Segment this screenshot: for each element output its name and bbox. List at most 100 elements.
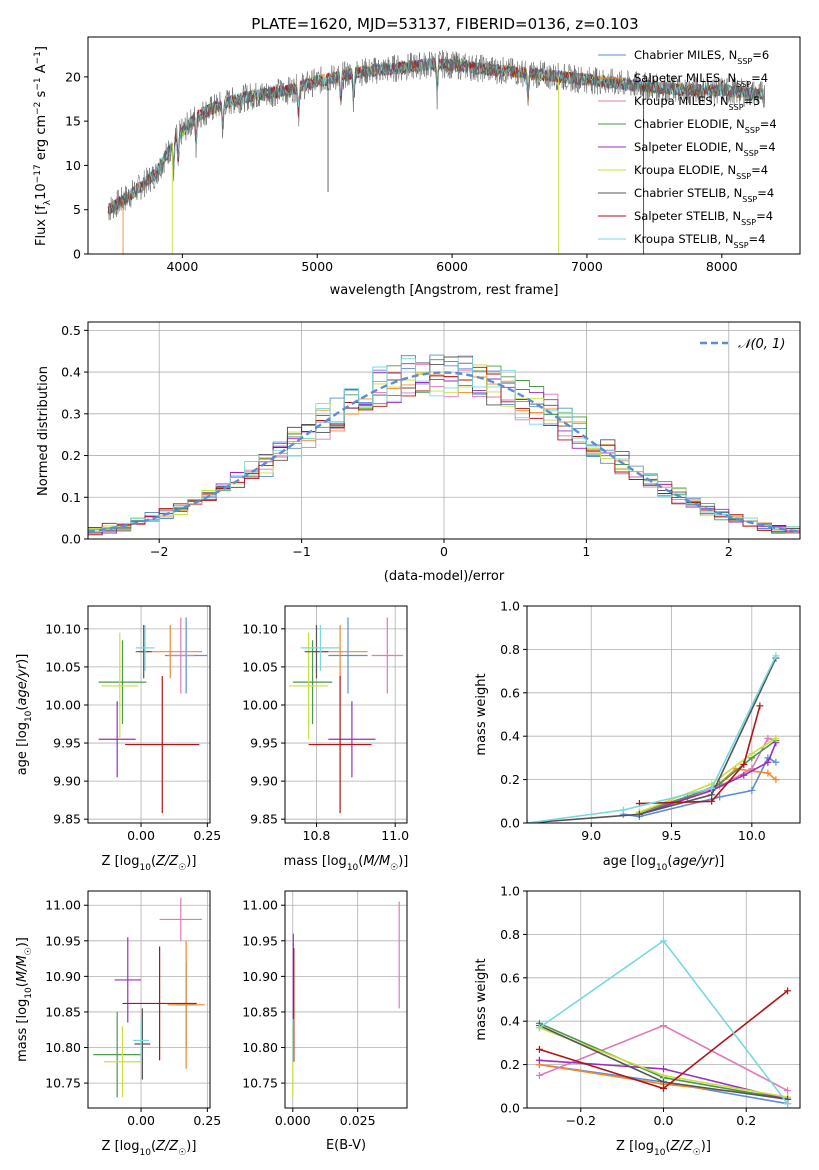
label-part: )] (186, 1139, 196, 1154)
axes-mass_vs_ebv: 0.000 0.025 10.75 10.80 10.85 10.90 10.95 11.00… (242, 890, 408, 1153)
figure-title: PLATE=1620, MJD=53137, FIBERID=0136, z=0… (251, 15, 638, 33)
legend-value: =4 (751, 163, 768, 177)
y-tick-label: 0.1 (61, 490, 81, 505)
y-tick-label: 10.90 (242, 969, 278, 984)
data-point (772, 734, 780, 742)
data-point (660, 1071, 667, 1079)
y-tick-label: 10.80 (45, 1040, 81, 1055)
label-part: ☉ (178, 863, 186, 873)
legend-entry: Salpeter ELODIE, NSSP=4 (634, 140, 776, 158)
label-part: s (34, 90, 49, 101)
legend-sub: SSP (729, 103, 744, 112)
x-axis-label: age [log10(age/yr)] (603, 854, 725, 873)
label-part: 10 (139, 863, 151, 873)
label-part: M/M (15, 955, 30, 982)
y-tick-label: 0.8 (500, 927, 520, 942)
x-tick-label: 0 (440, 544, 448, 559)
axes-age_vs_Z: 0.00 0.25 9.85 9.90 9.95 10.00 10.05 10.10 Z [lo… (15, 605, 221, 873)
label-part: M/M (363, 854, 390, 869)
legend-value: =4 (759, 140, 776, 154)
label-part: mass [log (15, 999, 30, 1062)
y-tick-label: 10.95 (45, 933, 81, 948)
legend-text: Kroupa MILES, N (634, 94, 729, 108)
label-part: Z [log (102, 1139, 140, 1154)
legend-sub: SSP (734, 241, 749, 250)
y-tick-label: 0.2 (500, 1057, 520, 1072)
label-part: mass [log (284, 854, 347, 869)
data-point (748, 786, 756, 794)
data-point (740, 760, 748, 768)
plot-area-mass_vs_ebv (292, 901, 400, 1098)
label-part: λ (43, 199, 53, 205)
legend-sub: SSP (737, 57, 752, 66)
y-tick-label: 10.10 (242, 621, 278, 636)
legend-text: Chabrier STELIB, N (634, 186, 742, 200)
legend-entry: Kroupa ELODIE, NSSP=4 (634, 163, 768, 181)
data-point (764, 769, 772, 777)
x-tick-label: 2 (725, 544, 733, 559)
plot-area-massweight_vs_age (527, 652, 780, 823)
legend-value: =4 (749, 232, 766, 246)
legend-text: Kroupa STELIB, N (634, 232, 734, 246)
axes-age_vs_mass: 10.8 11.0 9.85 9.90 9.95 10.00 10.05 10.10 mass … (242, 605, 409, 873)
label-part: )] (714, 854, 724, 869)
legend-entry: Chabrier STELIB, NSSP=4 (634, 186, 774, 204)
y-axis-label: mass [log10(M/M☉)] (15, 937, 34, 1062)
x-tick-label: −0.2 (566, 1113, 596, 1128)
label-part: ( (151, 854, 156, 869)
series-line-chabrier-stelib (527, 657, 777, 823)
y-tick-label: 20 (65, 69, 81, 84)
axes-frame (284, 605, 408, 824)
x-axis-label: Z [log10(Z/Z☉)] (102, 854, 197, 873)
label-part: 10 (656, 863, 668, 873)
data-point (535, 1045, 543, 1053)
y-tick-label: 9.90 (53, 774, 81, 789)
y-axis-label: age [log10(age/yr)] (15, 654, 34, 776)
data-point (660, 937, 667, 945)
y-tick-label: 9.90 (250, 774, 278, 789)
y-tick-label: 9.85 (53, 812, 81, 827)
data-point (708, 797, 716, 805)
x-tick-label: 0.25 (193, 1113, 221, 1128)
hist-salpeter-stelib (88, 366, 800, 539)
y-tick-label: 10.00 (242, 697, 278, 712)
y-tick-label: 10.90 (45, 969, 81, 984)
label-part: −1 (33, 77, 43, 90)
y-tick-label: 10 (65, 158, 81, 173)
legend-sub: SSP (744, 149, 759, 158)
y-tick-label: 0.4 (500, 729, 520, 744)
legend-sub: SSP (742, 195, 757, 204)
y-tick-label: 10.85 (45, 1004, 81, 1019)
label-part: )] (15, 937, 30, 947)
y-axis-label: mass weight (474, 958, 489, 1040)
legend-sub: SSP (736, 172, 751, 181)
legend-sub: SSP (741, 218, 756, 227)
label-part: Z/Z (155, 1139, 179, 1154)
label-part: −2 (33, 102, 43, 115)
x-tick-label: 8000 (706, 259, 738, 274)
x-tick-label: 6000 (436, 259, 468, 274)
data-point (535, 1071, 543, 1079)
label-part: ( (665, 1139, 670, 1154)
data-point (660, 1022, 667, 1030)
label-part: ☉ (178, 1148, 186, 1158)
y-tick-label: 0.0 (500, 1101, 520, 1116)
data-point (772, 758, 780, 766)
label-part: 10 (654, 1148, 666, 1158)
axes-frame (87, 890, 211, 1109)
y-tick-label: 0.4 (500, 1014, 520, 1029)
label-part: −17 (33, 164, 43, 183)
legend-entry: 𝒩(0, 1) (738, 337, 785, 352)
y-tick-label: 0.4 (61, 365, 81, 380)
axes-massweight_vs_Z: −0.2 0.0 0.2 0.0 0.2 0.4 0.6 0.8 1.0 Z [log10(Z/Z… (474, 884, 801, 1158)
y-tick-label: 0.2 (500, 772, 520, 787)
data-point (748, 750, 756, 758)
x-tick-label: 0.000 (275, 1113, 311, 1128)
plot-area-age_vs_Z (98, 617, 208, 814)
label-part: ] (34, 46, 49, 51)
y-tick-label: 1.0 (500, 884, 520, 899)
y-tick-label: 10.85 (242, 1004, 278, 1019)
y-tick-label: 10.10 (45, 621, 81, 636)
y-tick-label: 10.75 (242, 1076, 278, 1091)
x-axis-label: mass [log10(M/M☉)] (284, 854, 409, 873)
